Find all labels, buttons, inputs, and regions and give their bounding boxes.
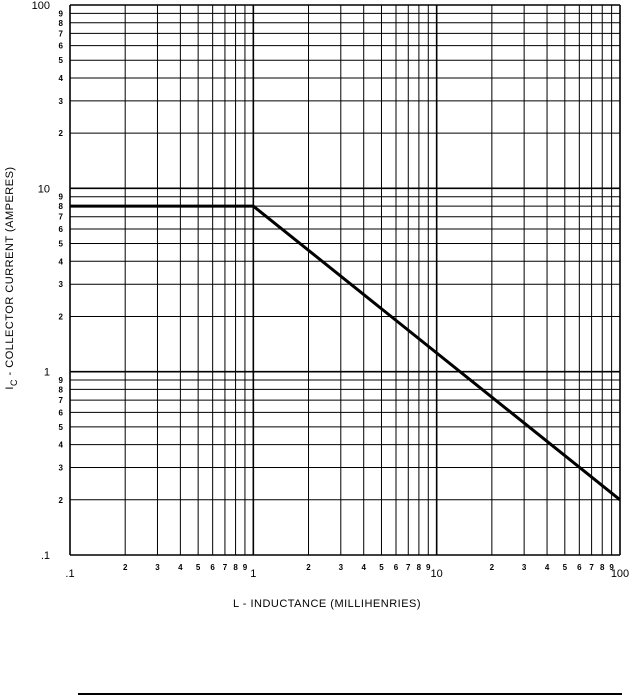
y-minor-tick-label: 5 [59, 56, 64, 65]
x-minor-tick-label: 8 [417, 563, 422, 572]
x-minor-tick-label: 2 [490, 563, 495, 572]
y-minor-tick-label: 6 [59, 225, 64, 234]
y-axis-title-subscript: C [9, 379, 19, 386]
x-minor-tick-label: 8 [233, 563, 238, 572]
x-minor-tick-label: 5 [563, 563, 568, 572]
x-minor-tick-label: 4 [361, 563, 366, 572]
x-major-tick-label: .1 [65, 568, 74, 580]
x-minor-tick-label: 9 [426, 563, 431, 572]
series-group [70, 204, 621, 501]
x-minor-tick-label: 3 [155, 563, 160, 572]
x-major-tick-label: 100 [611, 568, 629, 580]
y-minor-tick-label: 3 [59, 97, 64, 106]
y-major-tick-label: 10 [38, 183, 50, 195]
y-major-tick-label: .1 [41, 550, 50, 562]
y-minor-tick-label: 6 [59, 408, 64, 417]
y-minor-tick-label: 3 [59, 464, 64, 473]
x-minor-tick-label: 4 [178, 563, 183, 572]
x-tick-labels: 2 3 4 5 6 7 8 9 2 3 4 5 6 7 8 9 2 3 4 5 6 7 8 9.1 1 10 100 [65, 563, 629, 580]
y-minor-tick-label: 5 [59, 240, 64, 249]
x-minor-tick-label: 5 [196, 563, 201, 572]
x-minor-tick-label: 2 [123, 563, 128, 572]
x-minor-tick-label: 7 [589, 563, 594, 572]
x-minor-tick-label: 7 [223, 563, 228, 572]
x-minor-tick-label: 3 [522, 563, 527, 572]
x-minor-tick-label: 8 [600, 563, 605, 572]
y-minor-tick-label: 2 [59, 129, 64, 138]
grid [69, 4, 621, 556]
x-minor-tick-label: 4 [545, 563, 550, 572]
y-axis-title-text: - COLLECTOR CURRENT (AMPERES) [4, 166, 16, 379]
y-minor-tick-label: 3 [59, 280, 64, 289]
y-minor-tick-label: 2 [59, 496, 64, 505]
y-minor-tick-label: 6 [59, 42, 64, 51]
x-minor-tick-label: 9 [243, 563, 248, 572]
y-axis-title: IC - COLLECTOR CURRENT (AMPERES) [4, 166, 19, 389]
y-major-tick-label: 100 [32, 0, 50, 12]
series-line [70, 204, 621, 501]
x-axis-title: L - INDUCTANCE (MILLIHENRIES) [233, 598, 421, 610]
y-axis-title-symbol: I [4, 386, 16, 390]
x-minor-tick-label: 2 [306, 563, 311, 572]
x-major-tick-label: 1 [250, 568, 256, 580]
svg-text:IC - COLLECTOR CURRENT (AMPERE: IC - COLLECTOR CURRENT (AMPERES) [4, 166, 19, 389]
x-minor-tick-label: 7 [406, 563, 411, 572]
y-major-tick-label: 1 [44, 367, 50, 379]
y-minor-tick-label: 8 [59, 202, 64, 211]
x-minor-tick-label: 5 [379, 563, 384, 572]
y-minor-tick-label: 5 [59, 423, 64, 432]
x-minor-tick-label: 6 [577, 563, 582, 572]
y-minor-tick-label: 4 [59, 257, 64, 266]
x-minor-tick-label: 6 [394, 563, 399, 572]
x-minor-tick-label: 6 [210, 563, 215, 572]
y-minor-tick-label: 9 [59, 9, 64, 18]
y-minor-tick-label: 4 [59, 74, 64, 83]
y-minor-tick-label: 7 [59, 213, 64, 222]
y-minor-tick-label: 4 [59, 441, 64, 450]
footer-rule [78, 693, 622, 695]
y-minor-tick-label: 9 [59, 193, 64, 202]
y-minor-tick-label: 7 [59, 29, 64, 38]
y-minor-tick-label: 2 [59, 312, 64, 321]
y-minor-tick-label: 7 [59, 396, 64, 405]
y-minor-tick-label: 8 [59, 385, 64, 394]
y-minor-tick-label: 8 [59, 19, 64, 28]
y-minor-tick-label: 9 [59, 376, 64, 385]
x-minor-tick-label: 3 [339, 563, 344, 572]
x-major-tick-label: 10 [431, 568, 443, 580]
x-minor-tick-label: 9 [609, 563, 614, 572]
